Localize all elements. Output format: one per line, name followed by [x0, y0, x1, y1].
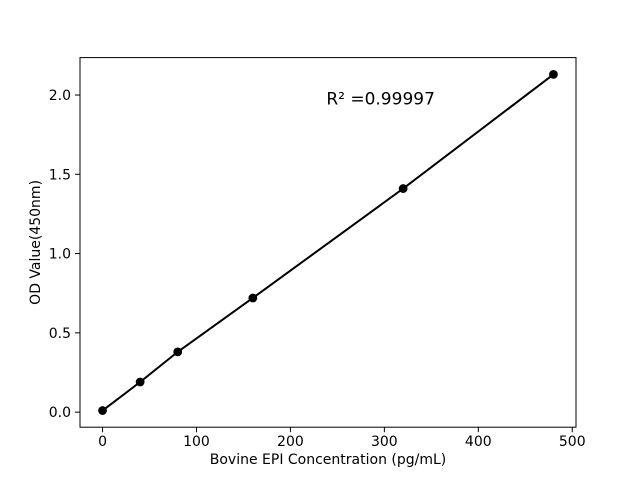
x-axis-label: Bovine EPI Concentration (pg/mL) — [210, 452, 447, 468]
x-tick-label: 100 — [183, 434, 210, 450]
x-tick-label: 500 — [559, 434, 586, 450]
y-tick-label: 0.0 — [49, 405, 71, 421]
data-line — [101, 73, 555, 412]
data-point — [173, 347, 183, 357]
data-point — [98, 406, 107, 415]
x-tick-label: 300 — [371, 434, 398, 450]
x-tick-label: 200 — [277, 434, 304, 450]
r-squared-annotation: R² =0.99997 — [326, 90, 435, 110]
y-tick-label: 0.5 — [49, 326, 71, 342]
data-point — [135, 377, 145, 387]
plot-border — [79, 57, 577, 428]
y-tick-label: 1.5 — [49, 167, 71, 183]
data-point — [248, 293, 258, 303]
data-point — [549, 70, 558, 79]
data-point — [398, 184, 408, 193]
x-tick-label: 0 — [98, 434, 107, 450]
y-tick-label: 2.0 — [49, 88, 71, 104]
y-tick-label: 1.0 — [49, 247, 71, 263]
x-tick-label: 400 — [465, 434, 492, 450]
y-axis-label: OD Value(450nm) — [28, 180, 44, 305]
plot-area: 0 100 200 300 400 500 0.0 0.5 1.0 1.5 2.0 — [49, 57, 586, 450]
